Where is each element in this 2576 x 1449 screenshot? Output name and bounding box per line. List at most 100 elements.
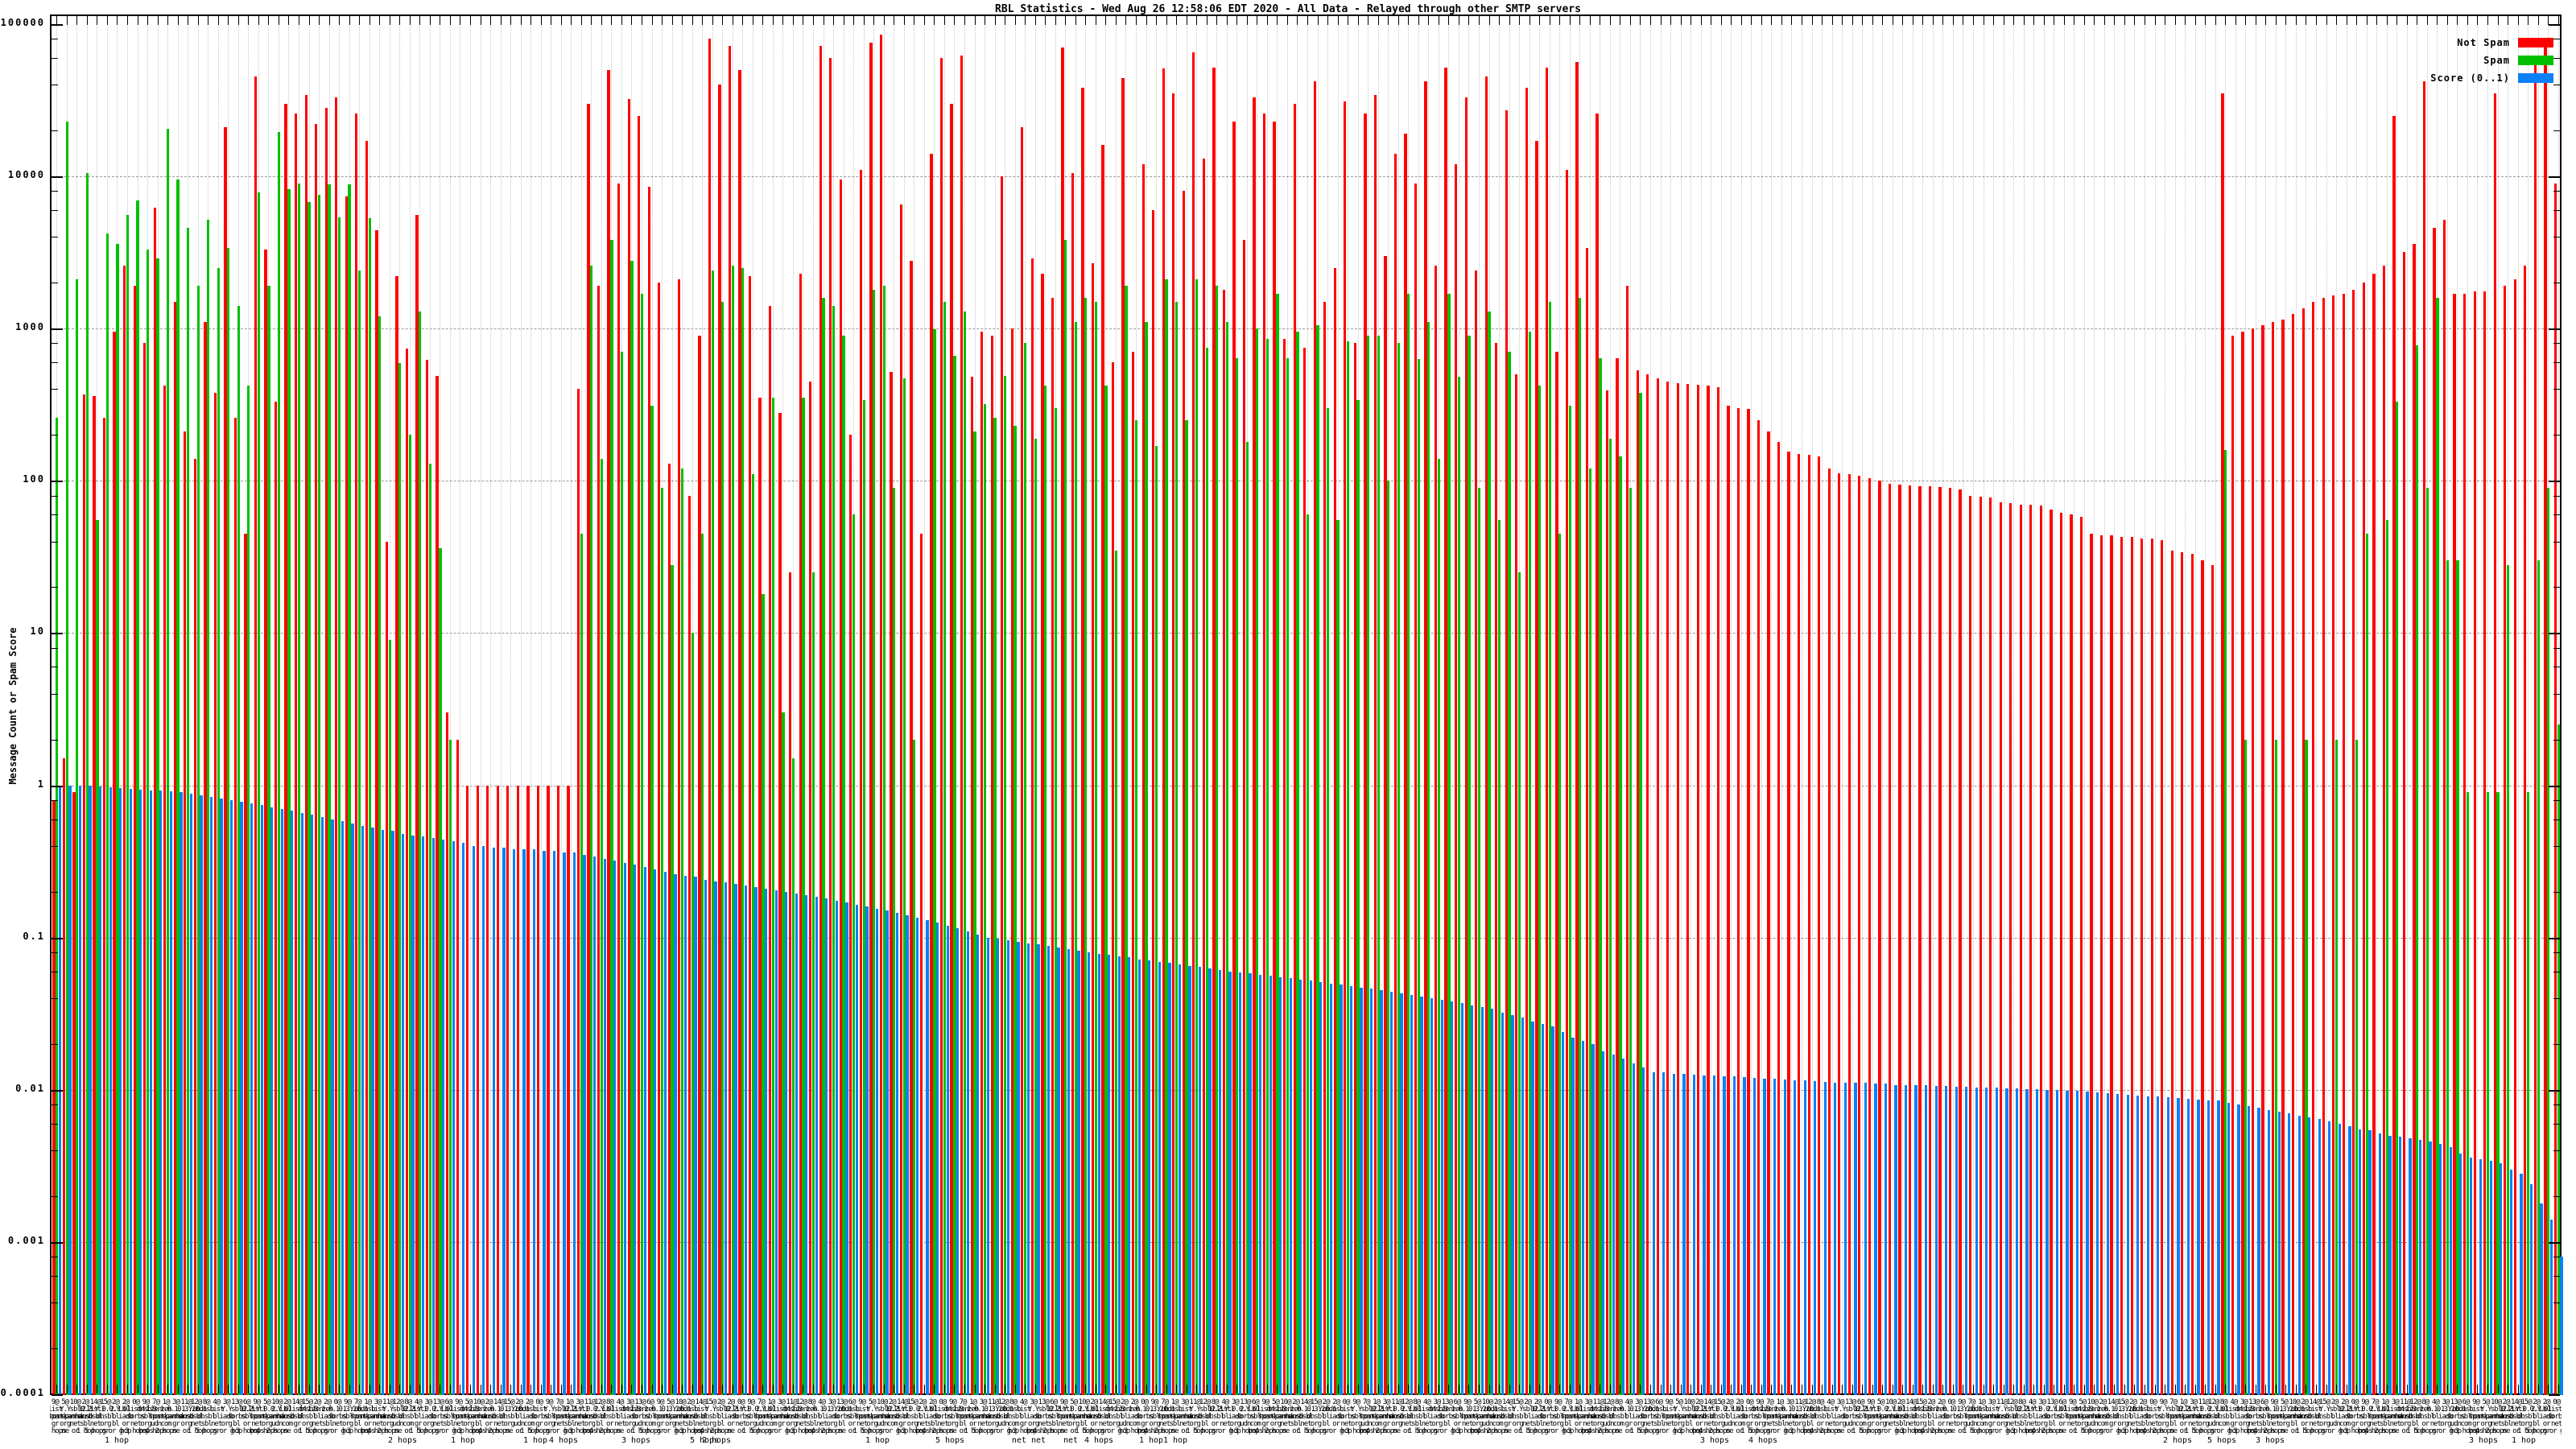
x-axis-label-fragment: gr: [1765, 1427, 1774, 1435]
top-axis-tick: [147, 16, 149, 25]
top-axis-tick: [2285, 16, 2287, 25]
x-axis-hops-sublabel: 2 hops: [387, 1436, 418, 1445]
top-axis-tick: [2235, 16, 2236, 25]
x-axis-label-fragment: net: [2429, 1420, 2442, 1428]
bar-score: [421, 836, 425, 1395]
bottom-axis-tick: [1993, 1385, 1995, 1393]
bottom-axis-tick: [2215, 1385, 2216, 1393]
bar-not-spam: [2221, 93, 2224, 1395]
x-axis-label-fragment: 11@: [1391, 1398, 1402, 1406]
x-axis-label-fragment: gr: [656, 1427, 665, 1435]
top-axis-tick: [591, 16, 592, 25]
bar-spam: [590, 265, 593, 1395]
x-axis-label-fragment: or g: [774, 1427, 790, 1435]
x-axis-label-fragment: org: [2198, 1420, 2210, 1428]
bar-score: [2106, 1093, 2109, 1395]
top-axis-tick: [1014, 16, 1016, 25]
x-axis-label-fragment: hop: [1563, 1427, 1574, 1435]
x-axis-label-fragment: 2@: [1130, 1398, 1139, 1406]
x-axis-label-fragment: 9@: [656, 1398, 665, 1406]
bar-not-spam: [2442, 219, 2446, 1395]
top-axis-tick: [2426, 16, 2428, 25]
bar-score: [240, 801, 243, 1395]
x-axis-label-fragment: iadb: [1228, 1413, 1243, 1421]
vertical-gridline: [1952, 16, 1954, 1393]
bottom-axis-tick: [2437, 1385, 2438, 1393]
vertical-gridline: [1922, 16, 1924, 1393]
x-axis-label-fragment: 4@: [818, 1398, 826, 1406]
bar-not-spam: [425, 360, 429, 1395]
bar-score: [1622, 1059, 1625, 1395]
x-axis-label-fragment: 2@: [1090, 1398, 1098, 1406]
x-axis-label-fragment: hops: [1026, 1427, 1042, 1435]
bottom-axis-tick: [1852, 1385, 1853, 1393]
top-axis-tick: [1942, 16, 1944, 25]
bar-not-spam: [2059, 512, 2063, 1395]
x-axis-label-fragment: b.: [444, 1406, 452, 1414]
x-axis-label-fragment: 14@: [2107, 1398, 2119, 1406]
bottom-axis-tick: [1206, 1385, 1208, 1393]
y-major-tick-left: [52, 937, 63, 939]
x-axis-label-fragment: 0.3.2: [1307, 1406, 1325, 1414]
bar-spam: [398, 363, 402, 1395]
x-axis-label-fragment: sbl: [231, 1406, 242, 1414]
x-axis-label-fragment: ne: [172, 1427, 180, 1435]
bar-score: [1703, 1075, 1706, 1395]
x-axis-label-fragment: gr: [767, 1427, 775, 1435]
x-axis-label-fragment: hops: [1470, 1427, 1485, 1435]
x-axis-label-fragment: dnsbl: [1307, 1413, 1325, 1421]
x-axis-label-fragment: org: [1996, 1420, 2008, 1428]
x-axis-label-fragment: zen: [1612, 1406, 1624, 1414]
x-axis-label-fragment: net: [1300, 1420, 1311, 1428]
bar-not-spam: [1424, 81, 1427, 1395]
x-axis-label-fragment: 5 hops: [1305, 1427, 1327, 1435]
bottom-axis-tick: [248, 1385, 250, 1393]
bottom-axis-tick: [2537, 1385, 2539, 1393]
x-axis-label-fragment: net: [2309, 1420, 2320, 1428]
bar-not-spam: [1948, 487, 1952, 1395]
top-axis-tick: [2396, 16, 2398, 25]
x-axis-label-fragment: udn: [1966, 1420, 1977, 1428]
x-axis-label-fragment: udn: [877, 1420, 888, 1428]
top-axis-tick: [2487, 16, 2489, 25]
bottom-axis-tick: [1670, 1385, 1672, 1393]
x-axis-label-fragment: 0@: [2351, 1398, 2359, 1406]
bar-score: [1430, 997, 1434, 1395]
vertical-gridline: [2265, 16, 2267, 1393]
x-axis-label-fragment: zen: [644, 1406, 656, 1414]
bar-not-spam: [526, 785, 530, 1395]
y-minor-tick-left: [52, 541, 58, 543]
bar-not-spam: [1535, 141, 1538, 1395]
x-axis-label-fragment: 9@: [1352, 1398, 1360, 1406]
x-axis-label-fragment: 0.3.2: [1468, 1406, 1487, 1414]
x-axis-label-fragment: 12@: [997, 1398, 1009, 1406]
bar-score: [2388, 1135, 2392, 1395]
x-axis-label-fragment: 3 hops: [1012, 1427, 1034, 1435]
x-axis-label-fragment: com: [1855, 1420, 1867, 1428]
bar-spam: [1477, 487, 1481, 1395]
x-axis-label-fragment: dsbl: [2105, 1413, 2121, 1421]
x-axis-label-fragment: gr: [898, 1420, 906, 1428]
x-axis-label-fragment: sbl: [745, 1413, 757, 1421]
x-axis-label-fragment: dnsbl: [2113, 1413, 2132, 1421]
x-axis-label-fragment: 14@: [2309, 1398, 2320, 1406]
x-axis-label-fragment: 5 hops: [1637, 1427, 1660, 1435]
x-axis-label-fragment: hop: [1673, 1427, 1685, 1435]
x-axis-label-fragment: spamhaus: [2280, 1413, 2309, 1421]
x-axis-label-fragment: 1@: [1373, 1398, 1381, 1406]
bar-not-spam: [1827, 469, 1831, 1395]
bar-not-spam: [1807, 455, 1810, 1395]
x-axis-label-fragment: dnsb: [1974, 1406, 1990, 1414]
x-axis-label-fragment: 1.3.1.0.1.1.Y.0.1: [1113, 1406, 1175, 1414]
x-axis-hops-sublabel: 1 hop: [2511, 1436, 2537, 1445]
x-axis-label-fragment: Y.Y: [2157, 1406, 2169, 1414]
bar-not-spam: [1434, 265, 1438, 1395]
x-axis-label-fragment: spam: [1762, 1413, 1778, 1421]
top-axis-tick: [833, 16, 835, 25]
top-axis-tick: [2063, 16, 2065, 25]
x-axis-label-fragment: 12.3: [1853, 1406, 1868, 1414]
bar-not-spam: [1414, 183, 1418, 1395]
x-axis-label-fragment: or: [1513, 1427, 1522, 1435]
top-axis-tick: [782, 16, 784, 25]
top-axis-tick: [1761, 16, 1762, 25]
